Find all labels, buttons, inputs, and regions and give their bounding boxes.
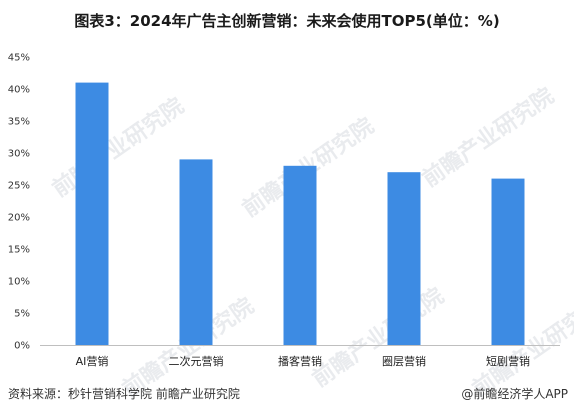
bar-chart: 0% 5% 10% 15% 20% 25% 30% 35% 40% 45% AI营销 二次元营销 播客… xyxy=(8,53,560,368)
y-tick-label: 40% xyxy=(8,85,30,96)
bars xyxy=(75,82,525,345)
y-axis-ticks: 0% 5% 10% 15% 20% 25% 30% 35% 40% 45% xyxy=(8,53,30,352)
x-category-label: 二次元营销 xyxy=(169,354,224,368)
y-tick-label: 25% xyxy=(8,181,30,192)
brand-credit: @前瞻经济学人APP xyxy=(461,387,568,401)
y-tick-label: 10% xyxy=(8,277,30,288)
y-tick-label: 45% xyxy=(8,53,30,64)
bar xyxy=(75,82,109,345)
bar xyxy=(179,159,213,345)
chart-title: 图表3：2024年广告主创新营销：未来会使用TOP5(单位：%) xyxy=(74,12,500,30)
bar xyxy=(387,172,421,345)
y-tick-label: 35% xyxy=(8,117,30,128)
x-category-label: 短剧营销 xyxy=(486,354,530,368)
x-category-label: 圈层营销 xyxy=(382,354,426,368)
x-axis-categories: AI营销 二次元营销 播客营销 圈层营销 短剧营销 xyxy=(76,354,530,368)
y-tick-label: 15% xyxy=(8,245,30,256)
bar xyxy=(283,165,317,345)
x-category-label: 播客营销 xyxy=(278,354,322,368)
bar xyxy=(491,178,525,345)
y-tick-label: 5% xyxy=(14,309,30,320)
y-tick-label: 0% xyxy=(14,341,30,352)
x-category-label: AI营销 xyxy=(76,354,109,368)
source-note: 资料来源：秒针营销科学院 前瞻产业研究院 xyxy=(8,387,240,401)
y-tick-label: 20% xyxy=(8,213,30,224)
y-tick-label: 30% xyxy=(8,149,30,160)
